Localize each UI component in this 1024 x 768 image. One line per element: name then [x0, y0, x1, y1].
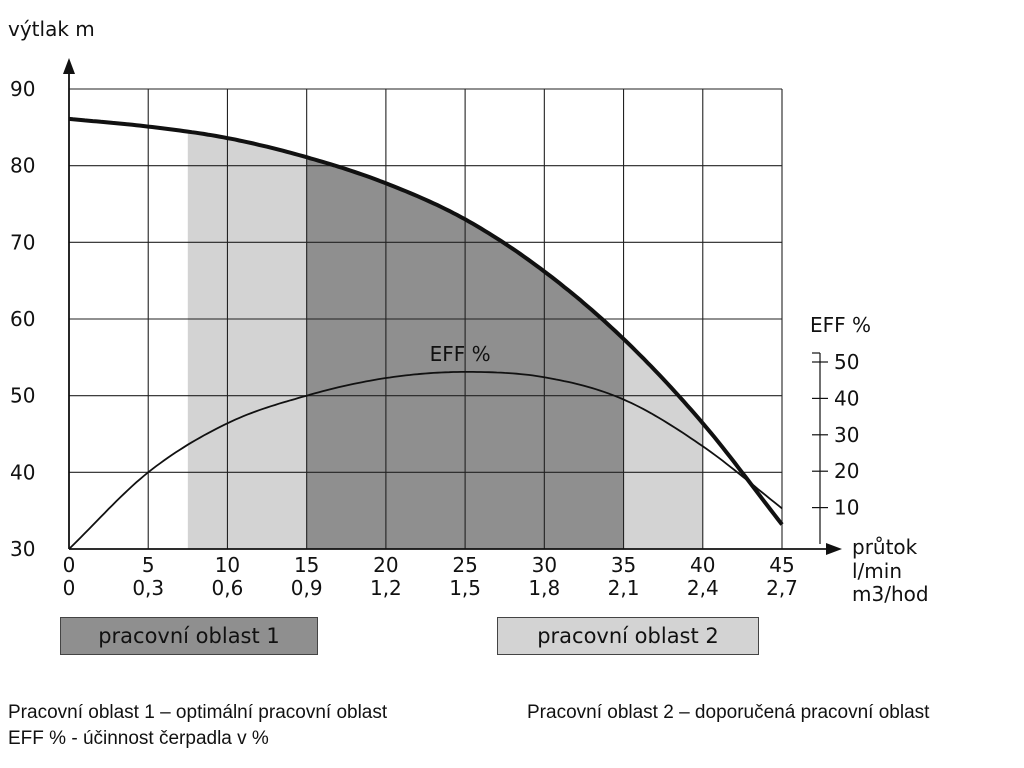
y2-axis-title: EFF % — [810, 313, 871, 337]
y-tick-label-70: 70 — [10, 230, 35, 254]
x-axis-title: průtok — [852, 535, 918, 559]
y2-tick-label-30: 30 — [834, 423, 859, 447]
y2-tick-label-10: 10 — [834, 496, 859, 520]
x2-tick-label-6: 1,8 — [528, 576, 560, 600]
legend-working-zone-2: pracovní oblast 2 — [497, 617, 759, 655]
x-tick-label-0: 0 — [63, 553, 76, 577]
x-tick-label-30: 30 — [532, 553, 557, 577]
x2-tick-label-4: 1,2 — [370, 576, 402, 600]
tick-labels: 1020304050304050607080900050,3100,6150,9… — [10, 77, 859, 600]
x2-tick-label-2: 0,6 — [212, 576, 244, 600]
legend-working-zone-2-label: pracovní oblast 2 — [537, 624, 719, 648]
x-tick-label-15: 15 — [294, 553, 319, 577]
y-axis-arrow — [63, 58, 75, 74]
x-axis-arrow — [826, 543, 842, 555]
series — [68, 116, 784, 550]
shaded-region-1 — [187, 131, 307, 549]
x-tick-label-20: 20 — [373, 553, 398, 577]
y2-tick-label-20: 20 — [834, 459, 859, 483]
eff-curve-annotation: EFF % — [430, 342, 491, 366]
note-working-zone-2: Pracovní oblast 2 – doporučená pracovní … — [527, 702, 930, 723]
shaded-region-3 — [623, 338, 703, 549]
x-axis-unit-secondary: m3/hod — [852, 582, 929, 606]
y-tick-label-30: 30 — [10, 537, 35, 561]
x-tick-label-5: 5 — [142, 553, 155, 577]
x2-tick-label-3: 0,9 — [291, 576, 323, 600]
y-tick-label-40: 40 — [10, 460, 35, 484]
x2-tick-label-7: 2,1 — [608, 576, 640, 600]
note-efficiency: EFF % - účinnost čerpadla v % — [8, 728, 269, 749]
y-tick-label-90: 90 — [10, 77, 35, 101]
y-tick-label-60: 60 — [10, 307, 35, 331]
x-tick-label-45: 45 — [769, 553, 794, 577]
legend-working-zone-1: pracovní oblast 1 — [60, 617, 318, 655]
y2-tick-label-40: 40 — [834, 386, 859, 410]
y-tick-label-80: 80 — [10, 154, 35, 178]
efficiency-curve — [68, 371, 783, 550]
x-tick-label-25: 25 — [452, 553, 477, 577]
legend-working-zone-1-label: pracovní oblast 1 — [98, 624, 280, 648]
y-axis-title: výtlak m — [8, 17, 95, 41]
x2-tick-label-5: 1,5 — [449, 576, 481, 600]
x2-tick-label-1: 0,3 — [132, 576, 164, 600]
x2-tick-label-9: 2,7 — [766, 576, 798, 600]
head-curve — [68, 116, 784, 526]
y2-tick-label-50: 50 — [834, 350, 859, 374]
x-tick-label-40: 40 — [690, 553, 715, 577]
x2-tick-label-0: 0 — [63, 576, 76, 600]
y-tick-label-50: 50 — [10, 384, 35, 408]
x-tick-label-10: 10 — [215, 553, 240, 577]
x-tick-label-35: 35 — [611, 553, 636, 577]
x2-tick-label-8: 2,4 — [687, 576, 719, 600]
x-axis-unit-primary: l/min — [852, 559, 902, 583]
note-working-zone-1: Pracovní oblast 1 – optimální pracovní o… — [8, 702, 388, 723]
axes — [63, 58, 842, 555]
